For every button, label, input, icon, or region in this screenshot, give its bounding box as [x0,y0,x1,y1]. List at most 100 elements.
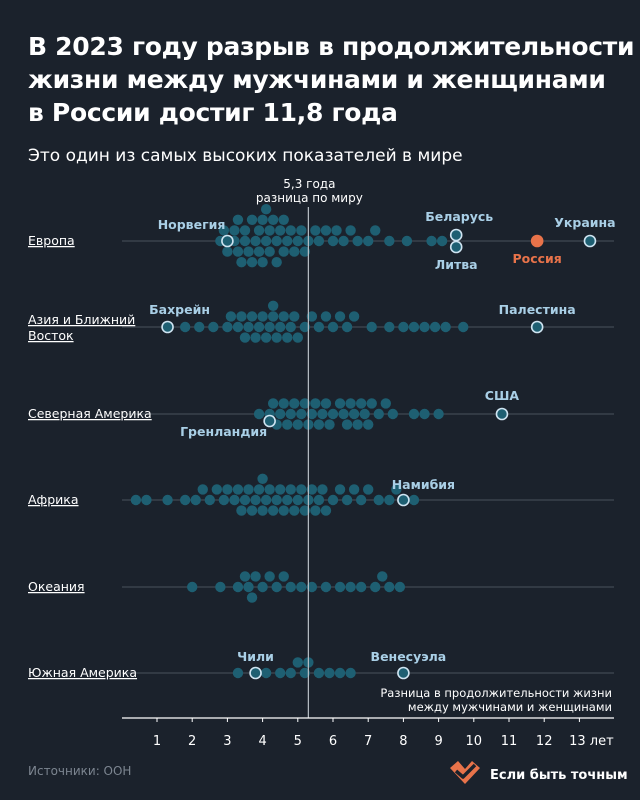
data-point [320,505,332,516]
data-point [285,667,296,679]
data-point [285,408,296,420]
data-point [222,321,233,333]
data-point [408,321,420,333]
region-label: Африка [28,492,79,507]
chart-title: В 2023 году разрыв в продолжительности ж… [28,30,635,129]
data-point [243,321,254,333]
data-point [313,419,325,430]
country-label: Россия [512,251,561,266]
data-point [338,408,349,420]
x-tick-label: 4 [258,734,266,749]
data-point [313,321,325,333]
region-label: Восток [28,328,74,343]
data-point [327,235,339,247]
highlight-point [530,320,544,334]
data-point [429,321,441,333]
data-point [271,235,282,247]
data-point [197,484,208,495]
data-point [253,321,265,333]
data-point [384,321,395,333]
data-point [327,494,339,506]
data-point [436,235,448,247]
data-point [384,494,395,506]
data-point [345,667,356,679]
data-point [313,235,325,247]
data-point [331,225,342,236]
country-label: Украина [554,215,615,230]
data-point [401,235,413,247]
x-tick-label: 10 [466,734,483,749]
data-point [296,225,307,236]
data-point [366,398,377,409]
data-point [275,408,286,420]
data-point [179,321,191,333]
country-label: Литва [435,257,478,272]
data-point [313,494,325,506]
data-point [253,246,265,257]
data-point [310,398,321,409]
data-point [250,235,261,247]
data-point [384,235,395,247]
data-point [334,398,346,409]
data-point [355,398,367,409]
data-point [211,484,223,495]
data-point [320,311,332,322]
title-line-1: В 2023 году разрыв в продолжительности [28,32,635,61]
data-point [232,667,244,679]
data-point [352,235,363,247]
highlight-point [249,666,262,680]
data-point [260,204,272,215]
data-point [348,311,360,322]
reference-label: 5,3 года [283,177,335,191]
data-point [289,311,300,322]
data-point [239,571,251,582]
data-point [341,419,353,430]
brand-name: Если быть точным [490,767,628,783]
data-point [264,246,275,257]
data-point [204,494,215,506]
data-point [257,257,268,268]
data-point [285,581,296,593]
data-point [296,581,307,593]
x-tick-label: 6 [329,734,337,749]
data-point [458,321,469,333]
data-point [271,257,282,268]
data-point [370,225,381,236]
data-point [179,494,191,506]
data-point [363,235,374,247]
data-point [260,332,272,343]
data-point [275,667,286,679]
data-point [299,321,311,333]
data-point [348,484,360,495]
data-point [419,408,430,420]
data-point [162,494,173,506]
data-point [246,505,258,516]
data-point [267,214,279,225]
data-point [232,214,244,225]
country-label: Палестина [499,302,576,317]
data-point [299,667,311,679]
data-point [264,571,275,582]
country-label: Чили [237,649,274,664]
data-point [239,494,251,506]
data-point [236,311,247,322]
data-point [190,494,201,506]
x-tick-label: 8 [399,734,407,749]
data-point [275,484,286,495]
data-point [373,494,384,506]
data-point [243,246,254,257]
data-point [278,398,289,409]
data-point [341,494,353,506]
x-axis-title: между мужчинами и женщинами [408,700,612,714]
data-point [366,321,377,333]
data-point [264,225,275,236]
data-point [324,667,335,679]
data-point [257,581,268,593]
data-point [345,398,356,409]
data-point [299,398,311,409]
country-label: Венесуэла [371,649,447,664]
data-point [419,321,430,333]
data-point [260,494,272,506]
data-point [292,419,303,430]
highlight-point [495,407,509,421]
